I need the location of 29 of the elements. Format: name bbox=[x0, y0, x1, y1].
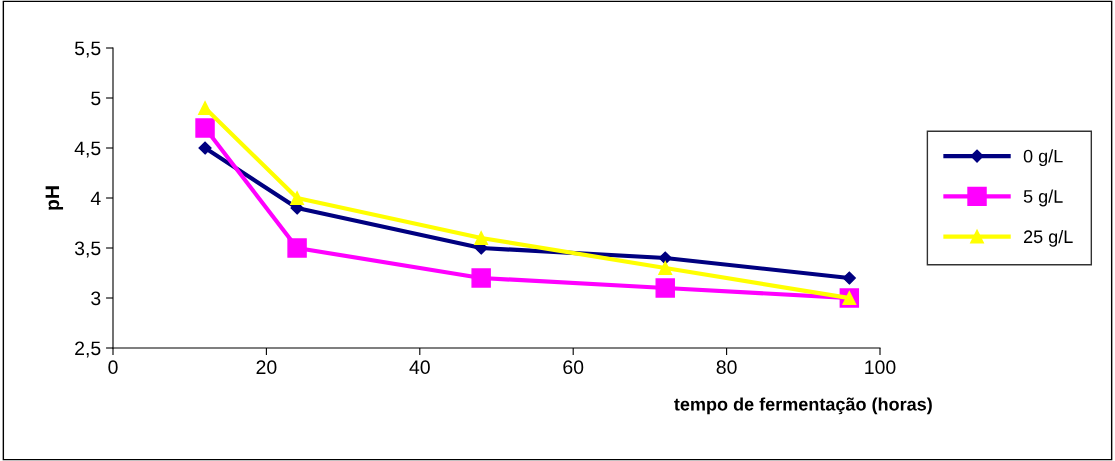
y-tick-label: 4 bbox=[90, 191, 101, 206]
point bbox=[474, 231, 489, 245]
point bbox=[195, 118, 215, 138]
point bbox=[287, 238, 307, 258]
point bbox=[655, 278, 675, 298]
point bbox=[290, 191, 305, 205]
y-tick-label: 3 bbox=[91, 291, 101, 306]
x-tick-label: 40 bbox=[409, 360, 430, 375]
x-axis-title: tempo de fermentação (horas) bbox=[674, 397, 932, 415]
point bbox=[658, 261, 673, 275]
x-tick-label: 20 bbox=[256, 360, 277, 375]
y-tick-label: 5,5 bbox=[74, 41, 101, 58]
x-tick-label: 0 bbox=[108, 360, 118, 375]
point bbox=[842, 271, 856, 285]
y-tick-label: 3,5 bbox=[74, 241, 101, 258]
legend-label: 25 g/L bbox=[1023, 229, 1073, 247]
y-tick-label: 4,5 bbox=[74, 141, 101, 158]
x-tick-label: 80 bbox=[716, 360, 737, 375]
point bbox=[658, 251, 672, 265]
point bbox=[471, 268, 491, 288]
y-axis-title: pH bbox=[45, 186, 64, 210]
y-tick-label: 2,5 bbox=[75, 341, 101, 358]
legend-label: 0 g/L bbox=[1023, 149, 1063, 167]
point bbox=[198, 101, 212, 115]
point bbox=[198, 141, 212, 155]
legend-label: 5 g/L bbox=[1023, 189, 1063, 207]
x-tick-label: 60 bbox=[563, 360, 584, 375]
x-tick-label: 100 bbox=[865, 360, 896, 375]
y-tick-label: 5 bbox=[91, 91, 101, 106]
